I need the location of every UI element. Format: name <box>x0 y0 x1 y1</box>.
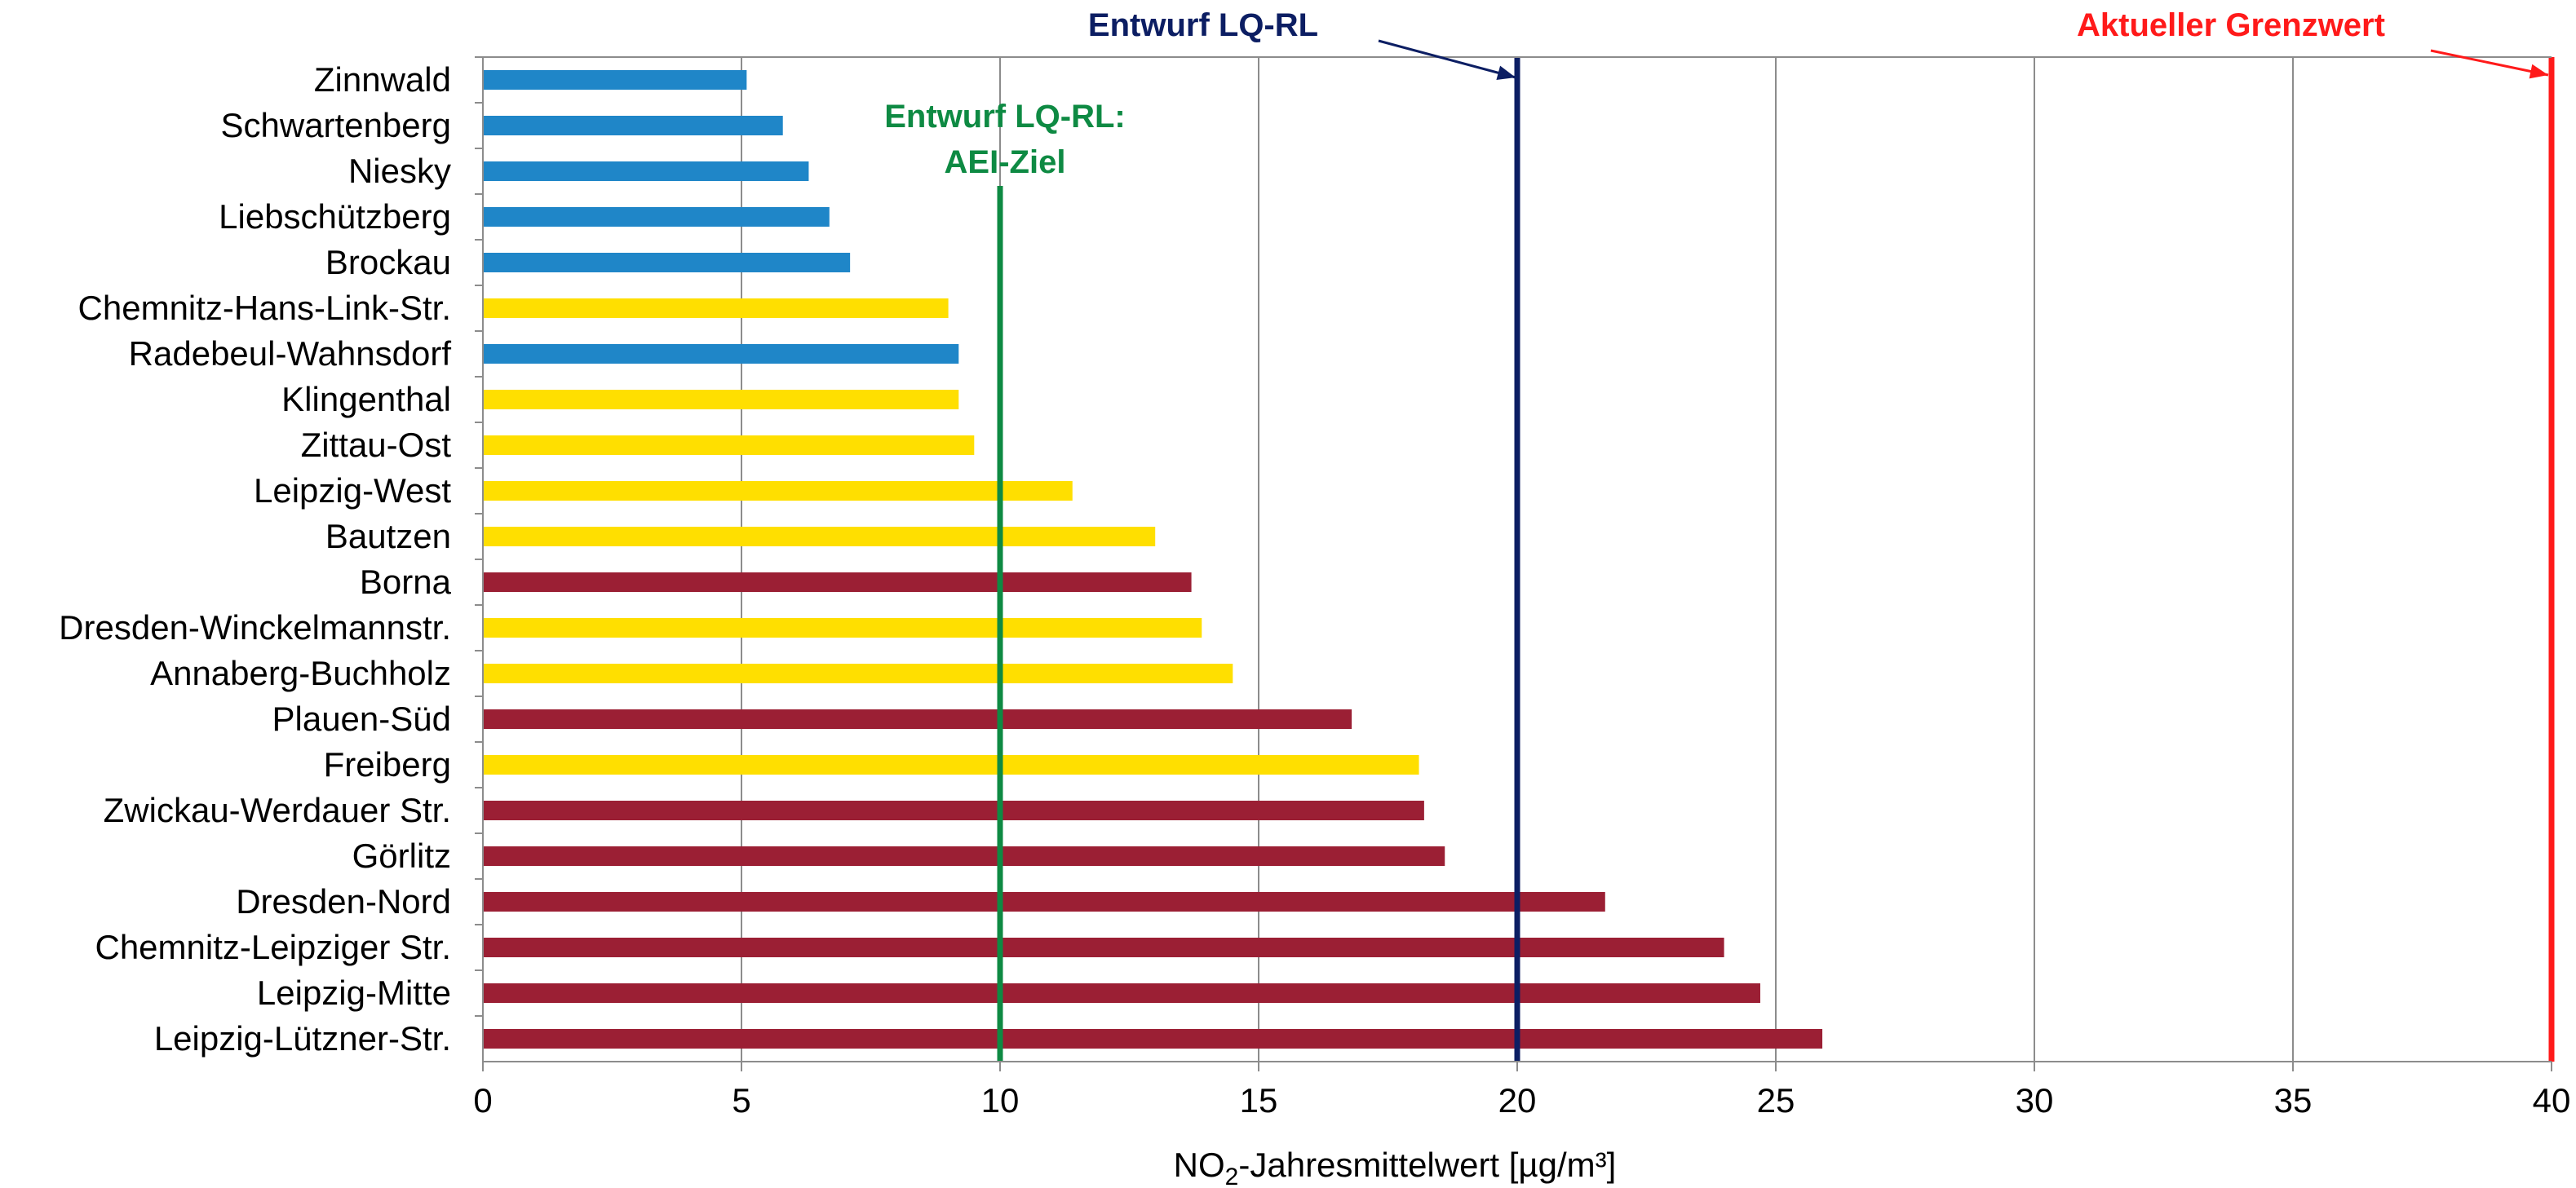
bar <box>483 572 1192 592</box>
category-label: Chemnitz-Leipziger Str. <box>95 928 451 966</box>
category-label: Brockau <box>325 243 451 281</box>
reference-label: Entwurf LQ-RL <box>1088 7 1318 43</box>
bar <box>483 253 851 272</box>
bar <box>483 161 809 181</box>
bar <box>483 116 783 135</box>
category-label: Borna <box>360 563 452 601</box>
category-label: Dresden-Nord <box>236 882 451 921</box>
x-tick-labels: 0 5 10 15 20 25 30 35 40 <box>473 1081 2570 1120</box>
category-label: Plauen-Süd <box>272 700 452 738</box>
reference-pointer <box>2430 49 2549 77</box>
category-label: Leipzig-Lützner-Str. <box>154 1019 451 1058</box>
x-tick-label: 25 <box>1757 1081 1795 1120</box>
category-label: Niesky <box>348 152 451 190</box>
reference-pointer <box>1378 39 1516 79</box>
category-label: Görlitz <box>352 837 451 875</box>
bar <box>483 435 975 455</box>
category-label: Schwartenberg <box>221 106 452 144</box>
category-label: Klingenthal <box>281 380 451 418</box>
bar <box>483 938 1724 957</box>
category-label: Zinnwald <box>314 60 451 99</box>
axes <box>475 56 2552 1071</box>
x-tick-label: 5 <box>732 1081 750 1120</box>
reference-label: Entwurf LQ-RL: <box>884 99 1126 135</box>
reference-labels: Entwurf LQ-RL: AEI-Ziel Entwurf LQ-RL Aktue… <box>884 7 2549 180</box>
bar <box>483 70 747 90</box>
bar <box>483 755 1419 775</box>
category-label: Liebschützberg <box>219 197 451 236</box>
x-tick-label: 10 <box>981 1081 1020 1120</box>
category-label: Zwickau-Werdauer Str. <box>104 791 451 829</box>
bars <box>483 70 1823 1049</box>
bar <box>483 298 949 318</box>
reference-lines <box>997 57 2555 1062</box>
bar <box>483 983 1760 1003</box>
bar <box>483 207 830 227</box>
category-label: Dresden-Winckelmannstr. <box>59 608 451 647</box>
x-tick-label: 0 <box>473 1081 492 1120</box>
bar <box>483 1029 1823 1049</box>
reference-pointer-head <box>1496 65 1516 81</box>
bar <box>483 801 1424 820</box>
category-label: Zittau-Ost <box>301 426 452 464</box>
bar <box>483 892 1605 912</box>
reference-label: AEI-Ziel <box>945 144 1066 180</box>
x-tick-label: 35 <box>2274 1081 2313 1120</box>
category-labels: Zinnwald Schwartenberg Niesky Liebschützber… <box>59 60 451 1058</box>
bar <box>483 344 959 364</box>
bar <box>483 709 1352 729</box>
category-label: Annaberg-Buchholz <box>150 654 451 692</box>
category-label: Leipzig-Mitte <box>257 974 451 1012</box>
x-axis-title: NO2-Jahresmittelwert [µg/m³] <box>1174 1146 1617 1188</box>
category-label: Leipzig-West <box>254 471 451 510</box>
bar <box>483 481 1073 501</box>
bar <box>483 846 1445 866</box>
x-tick-label: 20 <box>1498 1081 1537 1120</box>
bar <box>483 664 1233 683</box>
bar <box>483 527 1156 546</box>
x-tick-label: 30 <box>2016 1081 2054 1120</box>
x-tick-label: 15 <box>1240 1081 1278 1120</box>
category-label: Chemnitz-Hans-Link-Str. <box>78 289 451 327</box>
x-tick-label: 40 <box>2533 1081 2571 1120</box>
bar <box>483 618 1202 638</box>
category-label: Bautzen <box>325 517 451 555</box>
reference-pointer-head <box>2529 64 2548 79</box>
bar <box>483 390 959 409</box>
category-label: Radebeul-Wahnsdorf <box>129 334 452 373</box>
category-label: Freiberg <box>324 745 451 784</box>
reference-label: Aktueller Grenzwert <box>2077 7 2385 43</box>
